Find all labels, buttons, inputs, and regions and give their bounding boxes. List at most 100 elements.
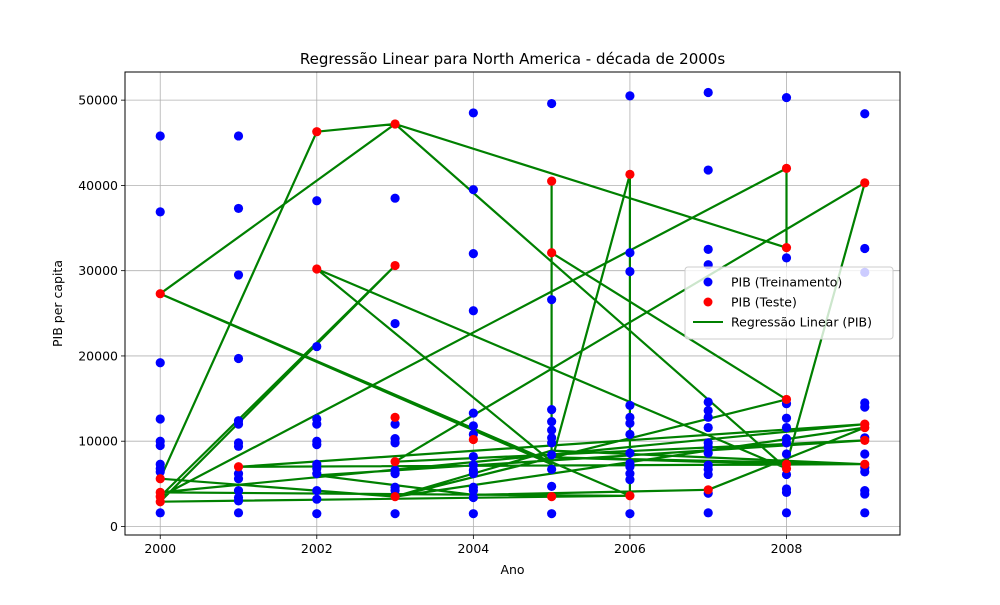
train-point: [468, 509, 478, 519]
test-point: [625, 169, 635, 179]
train-point: [547, 405, 557, 415]
test-point: [781, 243, 792, 253]
train-point: [703, 87, 713, 98]
train-point: [233, 353, 244, 364]
train-point: [312, 486, 322, 496]
train-point: [233, 486, 244, 496]
test-point: [390, 119, 400, 129]
train-point: [233, 508, 244, 518]
test-point: [547, 492, 557, 502]
ticks: 2000 2002 2004 2006 2008 0 10000 20000 30000 4000…: [78, 93, 802, 556]
plot-frame: [124, 71, 901, 536]
train-point: [468, 486, 478, 496]
test-point: [390, 412, 400, 422]
train-point: [390, 318, 400, 329]
legend-test-marker: [703, 297, 713, 307]
train-point: [390, 469, 400, 479]
y-tick-label: 50000: [78, 93, 118, 108]
train-point: [312, 469, 322, 479]
train-point: [703, 165, 713, 175]
train-point: [233, 131, 244, 141]
train-point: [860, 508, 870, 518]
train-point: [547, 509, 557, 519]
test-point: [390, 457, 400, 467]
train-point: [860, 243, 870, 254]
train-point: [547, 425, 557, 435]
train-point: [703, 422, 713, 433]
train-point: [547, 464, 557, 474]
test-point: [312, 127, 322, 137]
train-point: [390, 193, 400, 203]
y-tick-label: 40000: [78, 178, 118, 193]
train-point: [468, 469, 478, 479]
train-point: [703, 412, 713, 422]
train-point: [547, 416, 557, 427]
y-tick-label: 10000: [78, 434, 118, 449]
test-point: [860, 178, 870, 188]
train-point: [468, 185, 478, 195]
train-point: [625, 400, 635, 410]
test-point: [155, 289, 165, 299]
x-tick-label: 2000: [144, 541, 176, 556]
train-point: [468, 249, 478, 259]
train-point: [312, 440, 322, 450]
test-point: [155, 474, 165, 484]
train-point: [233, 270, 244, 280]
train-point: [781, 449, 792, 459]
x-tick-label: 2006: [614, 541, 646, 556]
train-point: [625, 248, 635, 258]
train-point: [155, 467, 165, 477]
train-point: [155, 131, 165, 141]
regression-line: [159, 122, 866, 503]
train-point: [625, 462, 635, 472]
test-point: [781, 463, 792, 474]
train-point: [625, 448, 635, 458]
train-point: [233, 203, 244, 214]
train-point: [390, 419, 400, 429]
test-point: [155, 497, 165, 507]
test-point: [860, 435, 870, 445]
y-tick-label: 0: [110, 519, 118, 534]
train-point: [312, 196, 322, 206]
train-point: [155, 207, 165, 217]
test-point: [703, 485, 713, 495]
legend-test-label: PIB (Teste): [731, 295, 797, 310]
legend-train-marker: [703, 277, 713, 287]
train-point: [860, 449, 870, 459]
test-point: [312, 264, 322, 274]
test-point: [860, 422, 870, 433]
train-point: [547, 295, 557, 305]
train-point: [468, 306, 478, 316]
test-point: [547, 176, 557, 186]
scatter-points-layer: [155, 87, 870, 519]
train-point: [468, 492, 478, 503]
train-point: [860, 489, 870, 499]
regression-line-layer: [159, 122, 866, 503]
train-point: [312, 419, 322, 429]
x-tick-label: 2008: [771, 541, 803, 556]
train-point: [390, 438, 400, 448]
train-point: [312, 509, 322, 519]
train-point: [781, 422, 792, 433]
train-point: [625, 509, 635, 519]
train-point: [781, 508, 792, 518]
train-point: [625, 429, 635, 439]
y-tick-label: 30000: [78, 263, 118, 278]
train-point: [625, 418, 635, 428]
train-point: [781, 92, 792, 103]
test-point: [860, 459, 870, 469]
train-point: [781, 253, 792, 263]
train-point: [625, 91, 635, 101]
legend: PIB (Treinamento) PIB (Teste) Regressão …: [684, 266, 894, 340]
train-point: [468, 108, 478, 118]
train-point: [703, 469, 713, 480]
test-point: [390, 492, 400, 502]
test-point: [390, 260, 400, 271]
train-point: [233, 419, 244, 429]
train-point: [860, 109, 870, 119]
train-point: [703, 244, 713, 254]
train-point: [155, 440, 165, 451]
test-point: [468, 434, 478, 445]
